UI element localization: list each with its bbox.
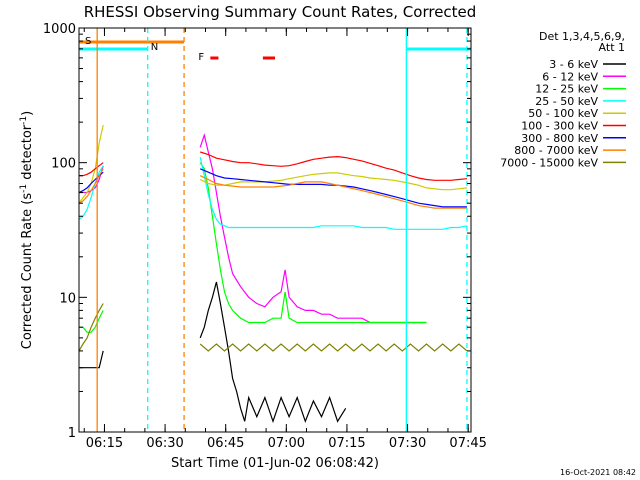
y-axis-label-sup2: -1 xyxy=(19,116,29,125)
series-line-800-7000-kev-1 xyxy=(78,168,104,204)
series-line-50-100-kev-2 xyxy=(199,172,468,191)
legend-label-12-25-kev: 12 - 25 keV xyxy=(535,83,598,96)
y-axis-label-end: ) xyxy=(20,111,35,116)
legend-label-6-12-kev: 6 - 12 keV xyxy=(542,70,598,83)
series-line-7000-15000-kev-1 xyxy=(78,303,104,352)
series-line-25-50-kev-2 xyxy=(199,156,468,230)
legend-label-800-7000-kev: 800 - 7000 keV xyxy=(514,144,598,157)
legend-label-300-800-kev: 300 - 800 keV xyxy=(521,132,598,145)
series-line-300-800-kev-2 xyxy=(199,168,467,208)
x-axis-label: Start Time (01-Jun-02 06:08:42) xyxy=(171,456,379,471)
legend-label-3-6-kev: 3 - 6 keV xyxy=(549,58,598,71)
timestamp: 16-Oct-2021 08:42 xyxy=(560,468,636,477)
y-tick-label-10: 10 xyxy=(59,291,76,306)
series-line-800-7000-kev-2 xyxy=(199,175,467,209)
y-tick-label-1000: 1000 xyxy=(43,22,76,37)
plot-frame xyxy=(78,27,472,433)
x-tick-label-07-15: 07:15 xyxy=(328,436,365,451)
y-axis-label-mid: detector xyxy=(20,124,35,184)
x-tick-label-07-45: 07:45 xyxy=(449,436,486,451)
y-axis-label-main: Corrected Count Rate (s xyxy=(20,193,35,350)
x-tick-label-06-45: 06:45 xyxy=(207,436,244,451)
x-tick-label-06-15: 06:15 xyxy=(86,436,123,451)
series-7000-15000-kev xyxy=(78,303,468,352)
series-line-100-300-kev-2 xyxy=(200,151,468,181)
series-line-7000-15000-kev-2 xyxy=(199,343,468,352)
chart-title: RHESSI Observing Summary Count Rates, Co… xyxy=(84,3,477,21)
night-bar-label: N xyxy=(151,42,158,53)
legend-header-line-1: Det 1,3,4,5,6,9, xyxy=(539,30,625,43)
legend-label-7000-15000-kev: 7000 - 15000 keV xyxy=(500,156,598,169)
x-tick-label-07-30: 07:30 xyxy=(389,436,426,451)
plot-content: S N F xyxy=(78,28,471,432)
x-tick-label-07-00: 07:00 xyxy=(268,436,305,451)
y-axis: 1 10 100 1000 xyxy=(43,22,471,441)
y-axis-label: Corrected Count Rate (s-1 detector-1) xyxy=(19,111,35,349)
y-tick-label-100: 100 xyxy=(51,157,76,172)
legend-label-50-100-kev: 50 - 100 keV xyxy=(528,107,598,120)
attenuator-state-label: S xyxy=(85,36,91,47)
y-tick-label-1: 1 xyxy=(68,426,76,441)
series-800-7000-kev xyxy=(78,168,467,209)
legend-label-25-50-kev: 25 - 50 keV xyxy=(535,95,598,108)
y-axis-label-sup1: -1 xyxy=(19,184,29,193)
flare-marker-label: F xyxy=(198,52,204,63)
x-tick-label-06-30: 06:30 xyxy=(146,436,183,451)
legend-label-100-300-kev: 100 - 300 keV xyxy=(521,120,598,133)
series-line-3-6-kev-2 xyxy=(199,281,347,424)
x-axis: 06:15 06:30 06:45 07:00 07:15 07:30 07:45 xyxy=(83,28,487,451)
legend-header-line-2: Att 1 xyxy=(599,41,625,54)
series-line-12-25-kev-2 xyxy=(199,162,427,324)
